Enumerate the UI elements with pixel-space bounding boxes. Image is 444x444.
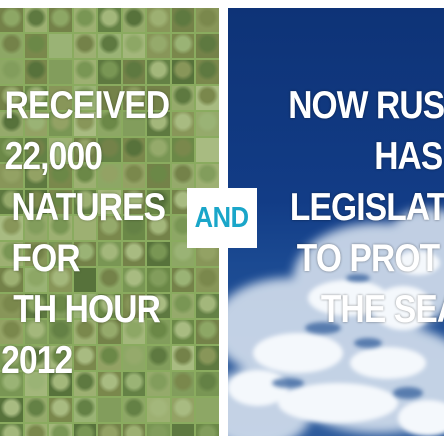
left-line-6: 2012 [1, 339, 73, 382]
and-label: AND [195, 201, 249, 234]
green-overlay [0, 8, 219, 436]
sea-ice-texture [228, 208, 444, 436]
signature-photo-mosaic: RECEIVED 22,000 NATURES FOR TH HOUR 2012 [0, 8, 219, 436]
left-line-5: TH HOUR [13, 288, 161, 331]
left-line-3: NATURES [11, 186, 166, 229]
left-line-2: 22,000 [4, 135, 103, 178]
right-line-3: LEGISLAT [289, 186, 444, 229]
right-line-2: HAS [374, 135, 443, 178]
left-line-4: FOR [11, 237, 80, 280]
left-headline: RECEIVED 22,000 NATURES FOR TH HOUR 2012 [0, 80, 196, 386]
right-headline: NOW RUS HAS LEGISLAT TO PROT THE SEA [228, 80, 444, 335]
sea-ice-photo: NOW RUS HAS LEGISLAT TO PROT THE SEA [228, 8, 444, 436]
right-line-1: NOW RUS [288, 84, 444, 127]
right-line-5: THE SEA [320, 288, 444, 331]
and-badge: AND [187, 188, 257, 248]
left-line-1: RECEIVED [4, 84, 170, 127]
right-line-4: TO PROT [296, 237, 440, 280]
